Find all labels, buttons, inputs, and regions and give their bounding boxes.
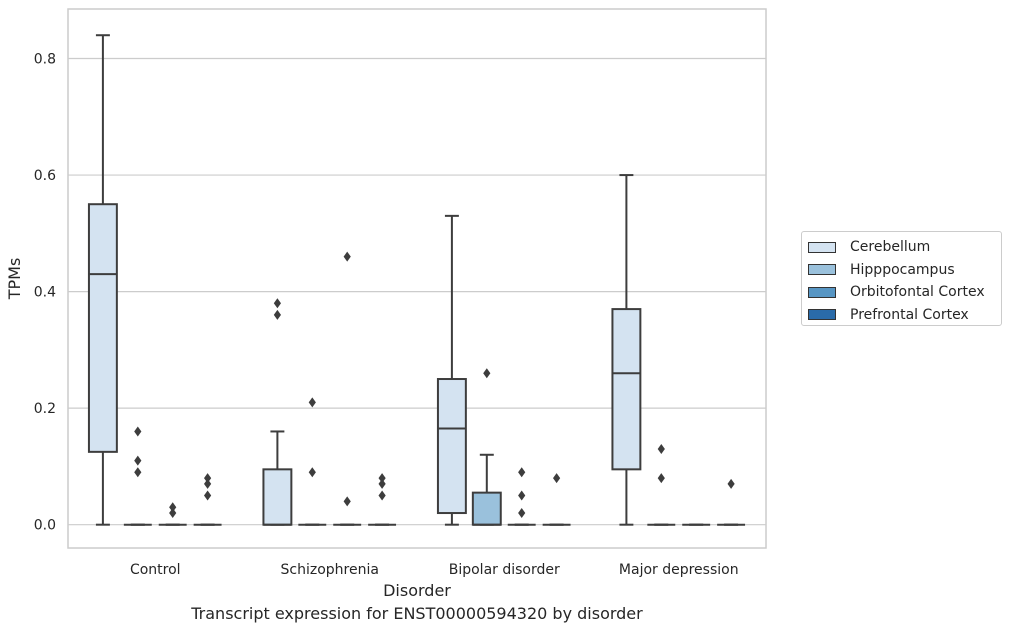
box-2-1 <box>471 368 502 526</box>
y-tick-labels: 0.0 0.2 0.4 0.6 0.8 <box>34 52 56 534</box>
outlier-point <box>343 251 351 262</box>
y-tick-label: 0.6 <box>34 168 56 184</box>
legend-swatch <box>808 286 836 298</box>
box-0-1 <box>123 426 152 526</box>
legend-item: Hipppocampus <box>802 259 1001 282</box>
box-1-3 <box>368 473 397 526</box>
outlier-point <box>308 467 316 478</box>
box-1-1 <box>298 397 327 526</box>
box-3-3 <box>717 478 746 526</box>
outlier-point <box>273 298 281 309</box>
outlier-point <box>657 443 665 454</box>
outlier-point <box>727 478 735 489</box>
x-tick-label: Major depression <box>619 562 739 578</box>
box-2-2 <box>507 467 536 526</box>
outlier-point <box>134 467 142 478</box>
outlier-point <box>169 502 177 513</box>
box-body <box>262 468 293 526</box>
outlier-point <box>134 455 142 466</box>
legend-label: Prefrontal Cortex <box>850 306 969 323</box>
outlier-point <box>378 478 386 489</box>
legend-swatch <box>808 241 836 253</box>
x-tick-label: Control <box>130 562 181 578</box>
legend-label: Orbitofontal Cortex <box>850 284 985 301</box>
outlier-point <box>553 473 561 484</box>
y-axis-label: TPMs <box>5 258 24 301</box>
outlier-point <box>657 473 665 484</box>
box-0-3 <box>193 473 222 526</box>
legend: Cerebellum Hipppocampus Orbitofontal Corte… <box>801 231 1002 326</box>
x-tick-label: Schizophrenia <box>281 562 379 578</box>
y-gridlines <box>68 57 766 526</box>
outlier-point <box>204 473 212 484</box>
x-tick-labels: Control Schizophrenia Bipolar disorder Majo… <box>130 562 739 578</box>
box-2-0 <box>436 214 467 526</box>
legend-item: Orbitofontal Cortex <box>802 281 1001 304</box>
legend-swatch <box>808 309 836 321</box>
box-0-2 <box>158 502 187 526</box>
outlier-point <box>273 309 281 320</box>
legend-item: Cerebellum <box>802 236 1001 259</box>
box-0-0 <box>87 34 118 526</box>
outlier-point <box>169 508 177 519</box>
y-tick-label: 0.4 <box>34 285 56 301</box>
outlier-point <box>518 467 526 478</box>
y-tick-label: 0.2 <box>34 401 56 417</box>
outlier-point <box>518 508 526 519</box>
x-axis-label: Disorder <box>383 581 451 600</box>
box-3-1 <box>647 443 676 526</box>
legend-label: Cerebellum <box>850 239 931 256</box>
box-body <box>611 308 642 471</box>
box-series <box>87 34 746 526</box>
legend-item: Prefrontal Cortex <box>802 304 1001 327</box>
outlier-point <box>204 478 212 489</box>
y-tick-label: 0.0 <box>34 518 56 534</box>
box-body <box>436 378 467 515</box>
figure-caption: Transcript expression for ENST0000059432… <box>191 604 643 623</box>
legend-label: Hipppocampus <box>850 261 955 278</box>
outlier-point <box>204 490 212 501</box>
box-body <box>471 491 502 526</box>
box-1-2 <box>333 251 362 526</box>
outlier-point <box>378 473 386 484</box>
outlier-point <box>378 490 386 501</box>
plot-frame <box>67 8 767 549</box>
box-body <box>87 203 118 453</box>
box-2-3 <box>542 473 571 526</box>
y-tick-label: 0.8 <box>34 52 56 68</box>
box-3-0 <box>611 174 642 526</box>
x-tick-label: Bipolar disorder <box>449 562 560 578</box>
legend-swatch <box>808 264 836 276</box>
outlier-point <box>134 426 142 437</box>
outlier-point <box>483 368 491 379</box>
outlier-point <box>518 490 526 501</box>
box-1-0 <box>262 298 293 526</box>
outlier-point <box>308 397 316 408</box>
outlier-point <box>343 496 351 507</box>
